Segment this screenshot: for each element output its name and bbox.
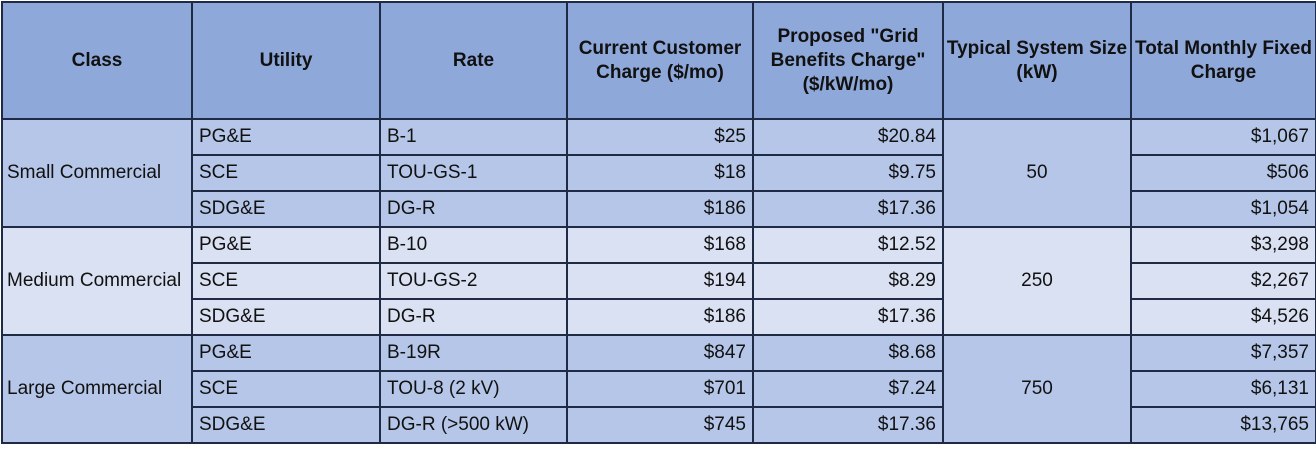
rate-cell: TOU-GS-1 [379, 154, 568, 192]
total-charge-cell: $506 [1130, 154, 1316, 192]
rate-cell: DG-R [379, 298, 568, 336]
grid-charge-cell: $7.24 [752, 370, 944, 408]
rate-cell: B-10 [379, 226, 568, 264]
current-charge-cell: $168 [566, 226, 754, 264]
current-charge-cell: $847 [566, 334, 754, 372]
table-row: SCE TOU-8 (2 kV) $701 $7.24 $6,131 [2, 370, 1316, 408]
utility-cell: SCE [191, 370, 381, 408]
table-row: Medium Commercial PG&E B-10 $168 $12.52 … [1, 226, 1316, 336]
grid-charge-cell: $8.68 [752, 334, 944, 372]
system-size-cell: 50 [942, 118, 1132, 228]
fixed-charge-table: Class Utility Rate Current Customer Char… [1, 1, 1316, 444]
current-charge-cell: $701 [566, 370, 754, 408]
header-system-size: Typical System Size (kW) [942, 1, 1132, 120]
grid-charge-cell: $20.84 [752, 118, 944, 156]
table-row: SCE TOU-GS-1 $18 $9.75 $506 [2, 154, 1316, 192]
header-current-charge: Current Customer Charge ($/mo) [566, 1, 754, 120]
total-charge-cell: $1,067 [1130, 118, 1316, 156]
grid-charge-cell: $17.36 [752, 298, 944, 336]
rate-cell: B-1 [379, 118, 568, 156]
current-charge-cell: $186 [566, 298, 754, 336]
utility-cell: SDG&E [191, 190, 381, 228]
utility-cell: PG&E [191, 118, 381, 156]
utility-cell: SDG&E [191, 406, 381, 444]
grid-charge-cell: $8.29 [752, 262, 944, 300]
header-class: Class [1, 1, 193, 120]
grid-charge-cell: $12.52 [752, 226, 944, 264]
rate-cell: TOU-GS-2 [379, 262, 568, 300]
utility-cell: SDG&E [191, 298, 381, 336]
total-charge-cell: $7,357 [1130, 334, 1316, 372]
grid-charge-cell: $17.36 [752, 190, 944, 228]
header-rate: Rate [379, 1, 568, 120]
table-row: SDG&E DG-R (>500 kW) $745 $17.36 $13,765 [2, 406, 1316, 444]
total-charge-cell: $6,131 [1130, 370, 1316, 408]
utility-cell: SCE [191, 262, 381, 300]
total-charge-cell: $3,298 [1130, 226, 1316, 264]
header-total-charge: Total Monthly Fixed Charge [1130, 1, 1316, 120]
rate-cell: TOU-8 (2 kV) [379, 370, 568, 408]
table-row: SDG&E DG-R $186 $17.36 $1,054 [2, 190, 1316, 228]
utility-cell: PG&E [191, 226, 381, 264]
table-row: Large Commercial PG&E B-19R $847 $8.68 7… [1, 334, 1316, 444]
current-charge-cell: $745 [566, 406, 754, 444]
class-cell: Medium Commercial [1, 226, 193, 336]
system-size-cell: 750 [942, 334, 1132, 444]
rate-cell: DG-R [379, 190, 568, 228]
grid-charge-cell: $17.36 [752, 406, 944, 444]
total-charge-cell: $13,765 [1130, 406, 1316, 444]
table-row: SDG&E DG-R $186 $17.36 $4,526 [2, 298, 1316, 336]
table-row: Small Commercial PG&E B-1 $25 $20.84 50 … [1, 118, 1316, 228]
current-charge-cell: $186 [566, 190, 754, 228]
utility-cell: SCE [191, 154, 381, 192]
total-charge-cell: $2,267 [1130, 262, 1316, 300]
current-charge-cell: $194 [566, 262, 754, 300]
header-row: Class Utility Rate Current Customer Char… [1, 1, 1316, 120]
current-charge-cell: $18 [566, 154, 754, 192]
header-grid-charge: Proposed "Grid Benefits Charge" ($/kW/mo… [752, 1, 944, 120]
rate-cell: DG-R (>500 kW) [379, 406, 568, 444]
table-row: SCE TOU-GS-2 $194 $8.29 $2,267 [2, 262, 1316, 300]
utility-cell: PG&E [191, 334, 381, 372]
total-charge-cell: $4,526 [1130, 298, 1316, 336]
class-cell: Large Commercial [1, 334, 193, 444]
total-charge-cell: $1,054 [1130, 190, 1316, 228]
class-cell: Small Commercial [1, 118, 193, 228]
header-utility: Utility [191, 1, 381, 120]
system-size-cell: 250 [942, 226, 1132, 336]
grid-charge-cell: $9.75 [752, 154, 944, 192]
rate-cell: B-19R [379, 334, 568, 372]
current-charge-cell: $25 [566, 118, 754, 156]
